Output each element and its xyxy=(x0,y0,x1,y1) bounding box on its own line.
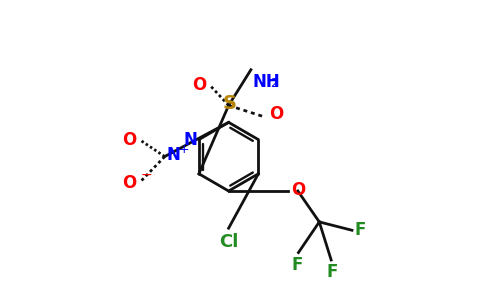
Text: +: + xyxy=(179,142,190,156)
Text: Cl: Cl xyxy=(219,232,238,250)
Text: O: O xyxy=(122,130,136,148)
Text: N: N xyxy=(166,146,180,164)
Text: O: O xyxy=(192,76,206,94)
Text: O: O xyxy=(269,105,283,123)
Text: −: − xyxy=(141,168,152,182)
Text: F: F xyxy=(327,263,338,281)
Text: O: O xyxy=(122,174,136,192)
Text: F: F xyxy=(291,256,302,274)
Text: N: N xyxy=(183,130,197,148)
Text: NH: NH xyxy=(252,73,280,91)
Text: F: F xyxy=(355,221,366,239)
Text: O: O xyxy=(291,181,305,199)
Text: 2: 2 xyxy=(270,77,278,90)
Text: S: S xyxy=(223,94,237,113)
